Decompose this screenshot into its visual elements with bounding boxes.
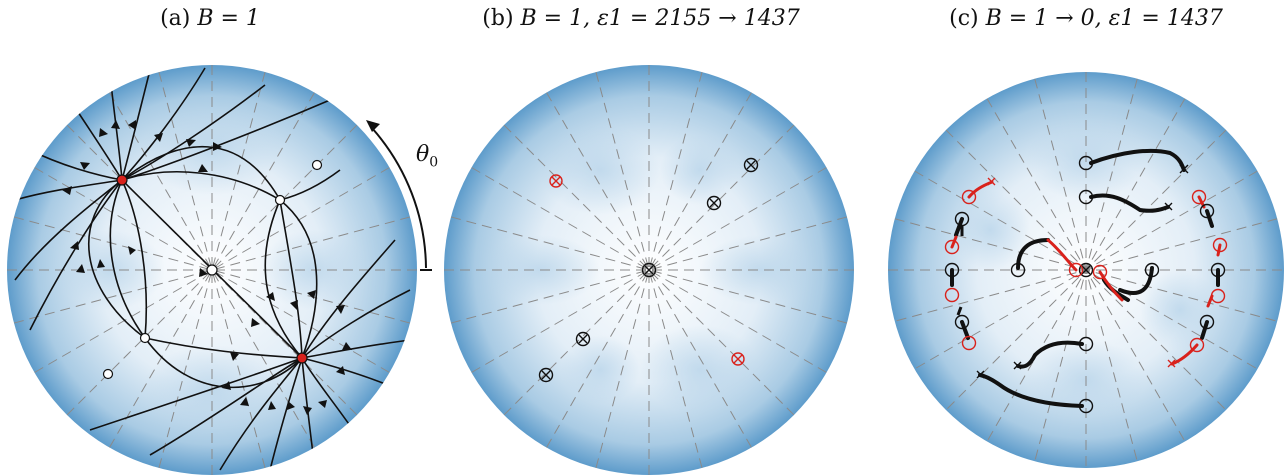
panel-c-title: (c) B = 1 → 0, ε1 = 1437 (949, 6, 1223, 31)
guide-line (595, 71, 703, 469)
panel-c-center-circle (1078, 262, 1094, 278)
panel-c-red-circle-8 (1189, 337, 1205, 353)
panel-c-red-circle-3 (944, 287, 960, 303)
panel-b-markers (538, 157, 759, 383)
panel-c-black-circle-3 (1010, 262, 1026, 278)
panel-b-title: (b) B = 1, ε1 = 2155 → 1437 (482, 6, 800, 31)
panel-b-black-marker-3 (575, 331, 591, 347)
panel-c-black-circle-1 (1078, 155, 1094, 171)
guide-line (158, 71, 266, 469)
panel-b-black-marker-4 (538, 367, 554, 383)
guide-line (34, 167, 390, 373)
panel-a-open-node-right (311, 159, 323, 171)
panel-b-black-marker-2 (706, 195, 722, 211)
panel-a-open-saddle-upper (274, 194, 286, 206)
panel-c-black-circle-2 (1078, 189, 1094, 205)
guide-line (471, 167, 827, 373)
theta-zero-label: θ0 (416, 142, 439, 171)
guide-line (13, 216, 411, 324)
guide-line (450, 216, 848, 324)
panel-b-black-marker-1 (743, 157, 759, 173)
panel-c-red-circle-7 (1210, 288, 1226, 304)
guide-line (471, 167, 827, 373)
guide-line (109, 92, 315, 448)
panel-b-red-marker-upper (549, 174, 563, 188)
guide-line (66, 124, 358, 416)
panel-c-red-circle-5 (1191, 189, 1207, 205)
panel-c-markers (944, 155, 1228, 414)
guide-line (450, 216, 848, 324)
panel-c-black-circle-9 (954, 314, 970, 330)
panel-c-black-circle-10 (1199, 203, 1215, 219)
panel-a-center-node (206, 264, 218, 276)
panel-a-arrowheads (62, 120, 352, 415)
panel-c-red-circle-4 (961, 335, 977, 351)
panel-a-open-saddle-lower (139, 332, 151, 344)
panel-c-black-circle-12 (1199, 314, 1215, 330)
panel-c-red-circle-10 (1092, 264, 1108, 280)
guide-line (546, 92, 752, 448)
panel-c-black-circle-4 (1144, 262, 1160, 278)
panel-c-black-circle-6 (1078, 398, 1094, 414)
panel-c-red-circle-2 (944, 239, 960, 255)
panel-c-red-circle-9 (1068, 262, 1084, 278)
panel-c-black-circle-5 (1078, 336, 1094, 352)
panel-c-trajectories (950, 148, 1222, 408)
guide-line (503, 124, 795, 416)
panel-b-guides (444, 65, 854, 475)
panel-c-red-circle-1 (961, 189, 977, 205)
panel-a-red-node-upper (116, 174, 128, 186)
panel-c-black-circle-7 (954, 211, 970, 227)
guide-line (109, 92, 315, 448)
guide-line (546, 92, 752, 448)
panel-c-red-circle-6 (1212, 237, 1228, 253)
panel-b-center-marker (641, 262, 657, 278)
panel-a-critical-points (102, 159, 323, 380)
panel-c-black-circle-11 (1210, 262, 1226, 278)
guide-line (595, 71, 703, 469)
theta-arc-arrow (366, 120, 432, 271)
guide-line (503, 124, 795, 416)
panel-a-title: (a) B = 1 (160, 6, 260, 31)
panel-b-red-marker-lower (731, 352, 745, 366)
panel-a-red-node-lower (296, 352, 308, 364)
panel-c-black-circle-8 (944, 262, 960, 278)
panel-a-open-node-left (102, 368, 114, 380)
guide-line (66, 124, 358, 416)
